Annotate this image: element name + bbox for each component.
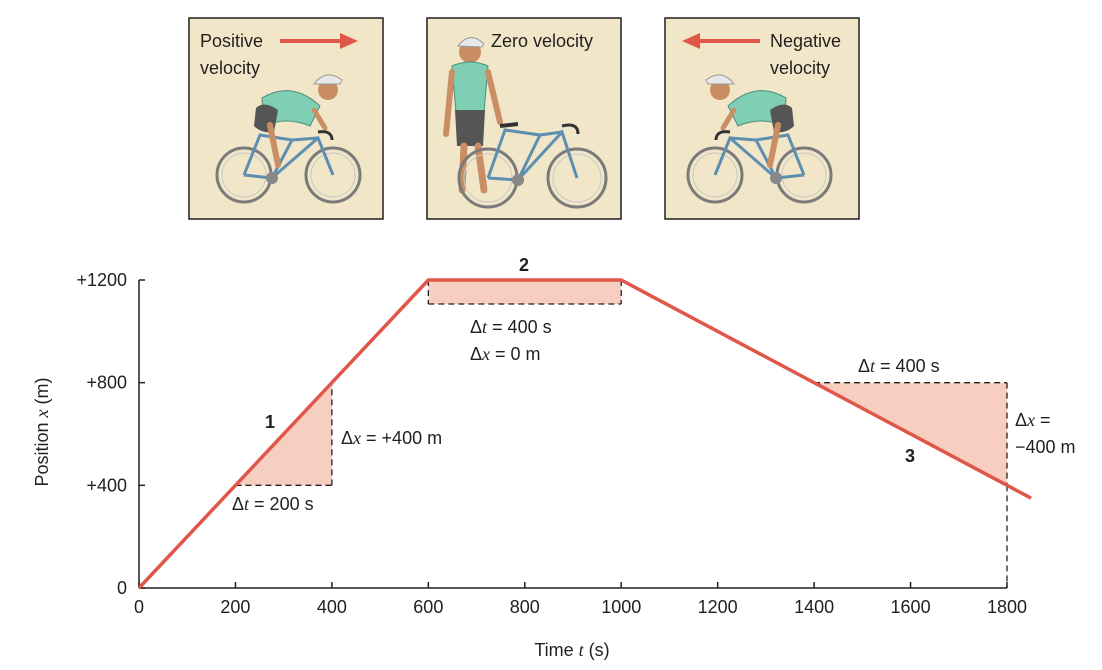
segment-2-delta-x-label: Δx = 0 m	[470, 344, 541, 364]
y-axis-title: Position x (m)	[32, 377, 52, 486]
y-tick-label: 0	[117, 578, 127, 598]
segment-3-delta-x-label-line1: Δx =	[1015, 410, 1051, 430]
panel-positive-label-line1: Positive	[200, 31, 263, 51]
y-tick-label: +800	[86, 373, 127, 393]
x-tick-label: 1600	[891, 597, 931, 617]
segment-2-shaded-rectangle	[428, 280, 622, 304]
segment-2-number: 2	[519, 255, 529, 275]
y-tick-label: +400	[86, 475, 127, 495]
y-axis-ticks: 0 +400 +800 +1200	[76, 270, 145, 598]
panel-negative-label-line1: Negative	[770, 31, 841, 51]
x-tick-label: 600	[413, 597, 443, 617]
right-arrow-icon	[280, 33, 358, 49]
left-arrow-icon	[682, 33, 760, 49]
x-tick-label: 1000	[601, 597, 641, 617]
parked-bicycle-icon	[457, 122, 608, 209]
dashed-guides	[235, 280, 1008, 588]
x-tick-label: 800	[510, 597, 540, 617]
x-tick-label: 1200	[698, 597, 738, 617]
x-tick-label: 1400	[794, 597, 834, 617]
panel-zero-label: Zero velocity	[491, 31, 593, 51]
segment-1-delta-t-label: Δt = 200 s	[232, 494, 314, 514]
cyclist-riding-left-icon	[686, 74, 833, 204]
cyclist-riding-right-icon	[215, 74, 362, 204]
panel-negative-label-line2: velocity	[770, 58, 830, 78]
segment-2-delta-t-label: Δt = 400 s	[470, 317, 552, 337]
x-axis-title: Time t (s)	[534, 640, 609, 660]
panel-positive-velocity: Positive velocity	[188, 17, 384, 220]
x-tick-label: 400	[317, 597, 347, 617]
segment-3-number: 3	[905, 446, 915, 466]
x-axis-ticks: 0 200 400 600 800 1000 1200 1400 1600 1800	[134, 582, 1027, 617]
position-time-graph: 0 200 400 600 800 1000 1200 1400 1600 1800 0 +400 +…	[32, 255, 1076, 660]
panel-negative-velocity: Negative velocity	[664, 17, 860, 220]
y-tick-label: +1200	[76, 270, 127, 290]
segment-1-number: 1	[265, 412, 275, 432]
panel-positive-label-line2: velocity	[200, 58, 260, 78]
segment-3-delta-t-label: Δt = 400 s	[858, 356, 940, 376]
x-tick-label: 0	[134, 597, 144, 617]
segment-3-delta-x-label-line2: −400 m	[1015, 437, 1076, 457]
x-tick-label: 200	[220, 597, 250, 617]
panel-zero-velocity: Zero velocity	[426, 17, 622, 220]
position-time-line	[137, 278, 1032, 590]
x-tick-label: 1800	[987, 597, 1027, 617]
standing-cyclist-icon	[443, 37, 503, 194]
segment-1-delta-x-label: Δx = +400 m	[341, 428, 442, 448]
